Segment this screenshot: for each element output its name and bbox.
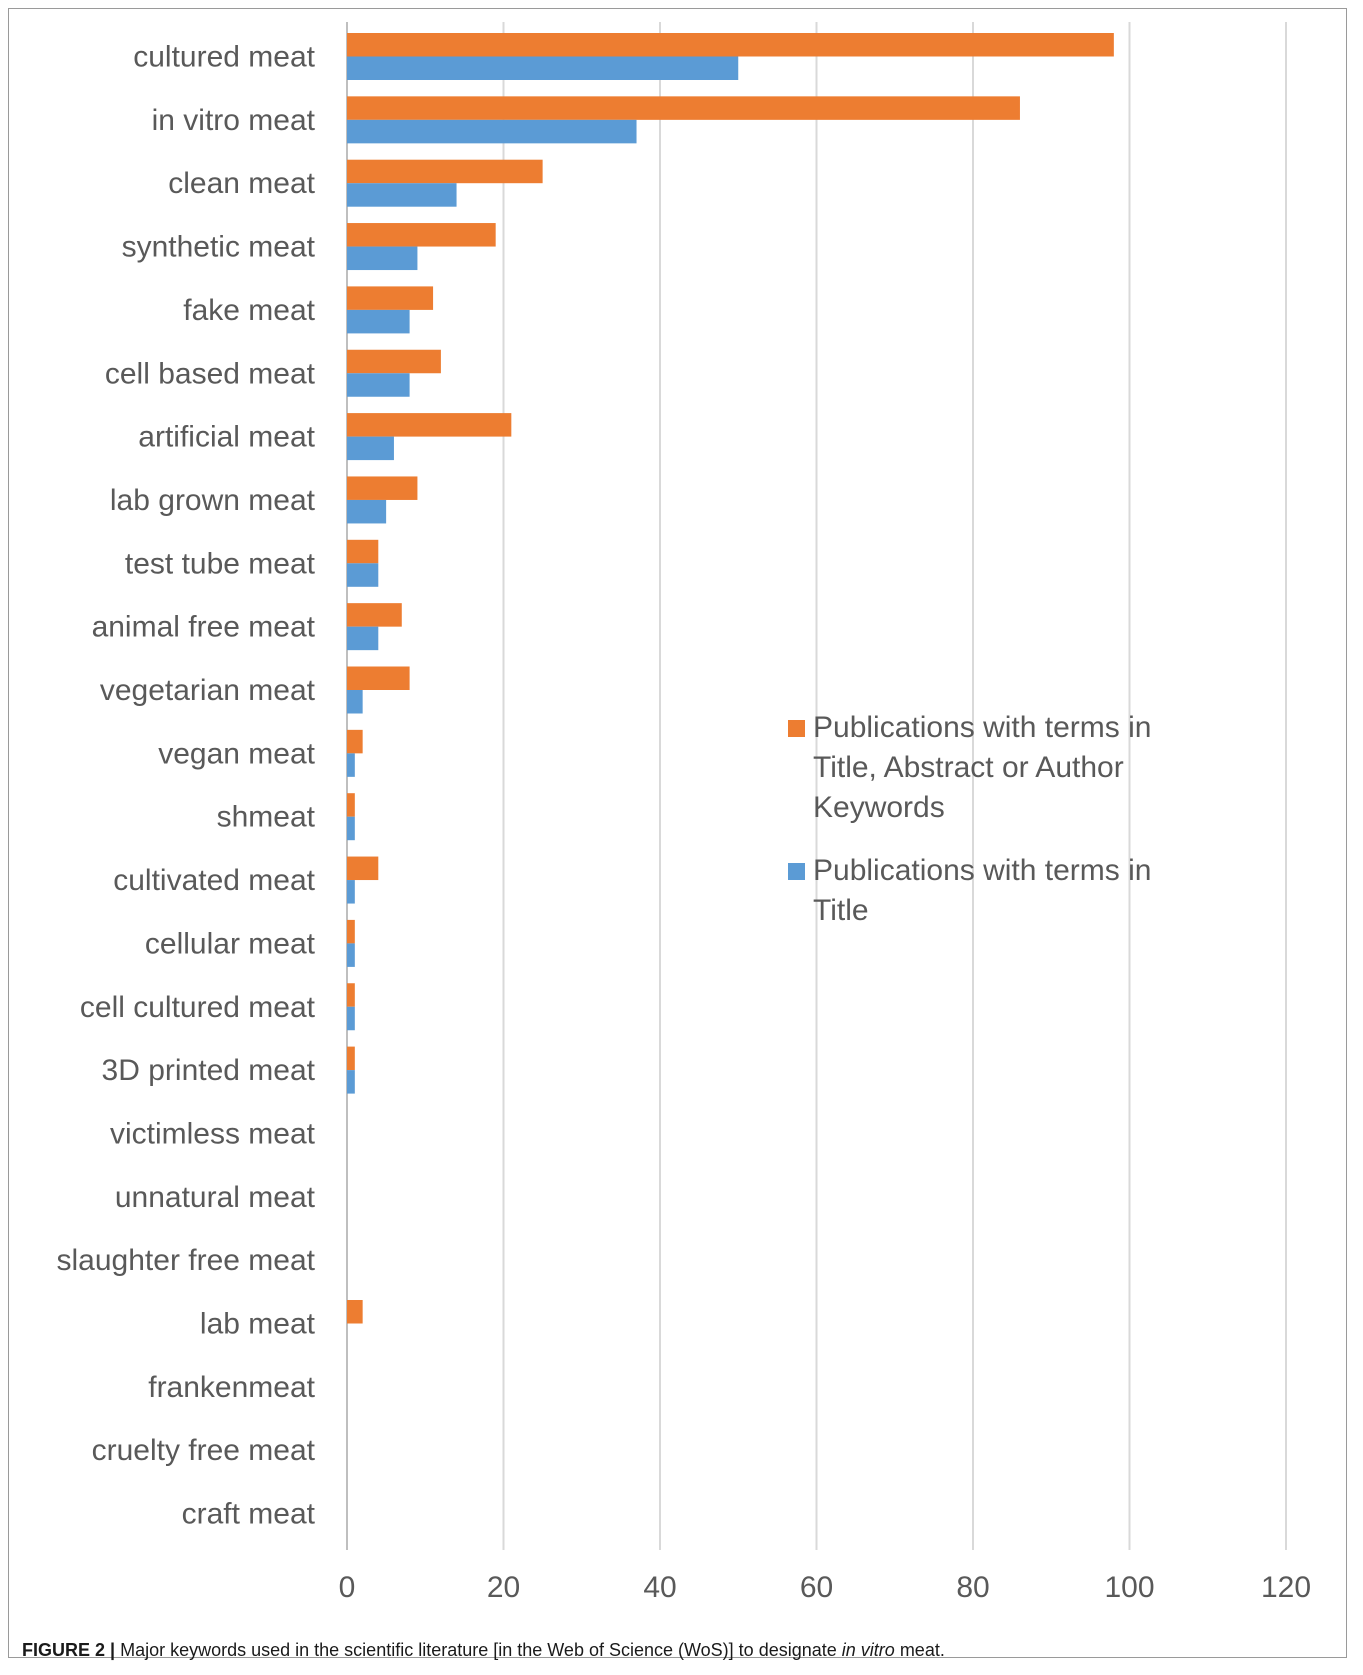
bar-title <box>347 373 410 397</box>
x-tick-label: 80 <box>956 1571 989 1604</box>
category-label: craft meat <box>182 1498 316 1531</box>
bar-title-abstract-keywords <box>347 96 1020 120</box>
x-tick-label: 120 <box>1261 1571 1311 1604</box>
bar-title <box>347 880 355 904</box>
caption-text-end: meat. <box>899 1640 945 1660</box>
bar-title <box>347 563 379 587</box>
category-label: animal free meat <box>92 611 316 644</box>
legend-label: Title <box>813 894 869 927</box>
category-label: cultured meat <box>133 41 315 74</box>
bar-title <box>347 183 457 207</box>
legend-swatch <box>788 720 805 737</box>
bar-title-abstract-keywords <box>347 1300 363 1324</box>
figure-frame <box>8 8 1347 1658</box>
legend: Publications with terms in Title, Abstrac… <box>788 711 1151 927</box>
bars <box>347 33 1114 1324</box>
bar-title-abstract-keywords <box>347 793 355 817</box>
category-label: lab grown meat <box>110 484 316 517</box>
category-label: lab meat <box>200 1308 316 1341</box>
bar-title-abstract-keywords <box>347 603 402 627</box>
bar-title-abstract-keywords <box>347 919 355 944</box>
category-label: vegan meat <box>158 737 315 770</box>
category-label: test tube meat <box>125 547 316 580</box>
bar-title-abstract-keywords <box>347 159 543 184</box>
bar-title <box>347 1070 355 1094</box>
category-label: slaughter free meat <box>57 1244 316 1277</box>
bar-title-abstract-keywords <box>347 33 1114 57</box>
bar-title-abstract-keywords <box>347 983 355 1007</box>
caption-text: Major keywords used in the scientific li… <box>120 1640 837 1660</box>
bar-title <box>347 119 637 144</box>
caption-label: FIGURE 2 | <box>22 1640 116 1660</box>
bar-title <box>347 690 363 714</box>
legend-swatch <box>788 863 805 880</box>
category-label: unnatural meat <box>115 1181 316 1214</box>
x-tick-labels: 0 20 40 60 80 100 120 <box>339 1571 1311 1604</box>
bar-title <box>347 943 355 967</box>
x-tick-label: 0 <box>339 1571 356 1604</box>
bar-title <box>347 309 410 334</box>
category-label: clean meat <box>168 167 315 200</box>
category-label: in vitro meat <box>152 104 316 137</box>
bar-chart: cultured meat in vitro meat clean meat synt… <box>57 22 1311 1604</box>
legend-label: Publications with terms in <box>813 711 1151 744</box>
bar-title-abstract-keywords <box>347 1046 355 1071</box>
bar-title-abstract-keywords <box>347 476 418 500</box>
category-label: cellular meat <box>145 927 316 960</box>
x-tick-label: 40 <box>643 1571 676 1604</box>
category-label: fake meat <box>183 294 315 327</box>
bar-title <box>347 56 739 80</box>
category-label: vegetarian meat <box>100 674 316 707</box>
bar-title-abstract-keywords <box>347 856 379 881</box>
legend-label: Title, Abstract or Author <box>813 751 1124 784</box>
bar-title-abstract-keywords <box>347 539 379 564</box>
bar-title-abstract-keywords <box>347 286 434 310</box>
bar-title-abstract-keywords <box>347 223 496 247</box>
figure-caption: FIGURE 2 | Major keywords used in the sc… <box>22 1640 1342 1661</box>
bar-title-abstract-keywords <box>347 413 512 437</box>
gridlines <box>346 22 1287 1550</box>
caption-italic: in vitro <box>841 1640 895 1660</box>
category-label: 3D printed meat <box>102 1054 316 1087</box>
x-tick-label: 20 <box>487 1571 520 1604</box>
x-tick-label: 60 <box>800 1571 833 1604</box>
category-label: artificial meat <box>138 421 315 454</box>
category-label: synthetic meat <box>122 231 316 264</box>
bar-title-abstract-keywords <box>347 666 410 690</box>
bar-title <box>347 753 355 777</box>
category-label: victimless meat <box>110 1117 316 1150</box>
bar-title <box>347 436 394 461</box>
bar-title-abstract-keywords <box>347 349 441 374</box>
category-label: cell cultured meat <box>80 991 316 1024</box>
category-labels: cultured meat in vitro meat clean meat synt… <box>57 41 316 1531</box>
legend-label: Keywords <box>813 791 945 824</box>
category-label: frankenmeat <box>148 1371 315 1404</box>
category-label: cultivated meat <box>113 864 315 897</box>
bar-title <box>347 246 418 271</box>
category-label: cruelty free meat <box>92 1434 316 1467</box>
bar-title <box>347 816 355 841</box>
category-label: cell based meat <box>105 357 316 390</box>
bar-title <box>347 1006 355 1031</box>
bar-title <box>347 499 387 524</box>
x-tick-label: 100 <box>1104 1571 1154 1604</box>
category-label: shmeat <box>217 801 316 834</box>
bar-title-abstract-keywords <box>347 729 363 754</box>
legend-label: Publications with terms in <box>813 854 1151 887</box>
bar-title <box>347 626 379 651</box>
